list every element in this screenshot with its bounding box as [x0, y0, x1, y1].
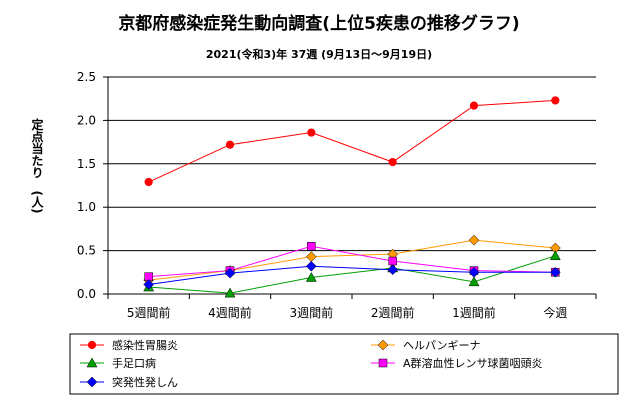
x-tick-label: 2週間前	[371, 305, 415, 320]
x-tick-label: 4週間前	[208, 305, 252, 320]
data-point	[549, 266, 561, 278]
y-tick-label: 0.0	[77, 287, 96, 301]
data-point	[305, 271, 317, 282]
legend-label: A群溶血性レンサ球菌咽頭炎	[403, 356, 543, 370]
series-line	[148, 245, 556, 278]
y-tick-label: 2.0	[77, 113, 96, 127]
data-point	[307, 242, 316, 251]
x-tick-label: 3週間前	[290, 305, 334, 320]
series-line	[148, 99, 556, 183]
data-point	[224, 267, 236, 279]
y-tick-label: 1.5	[77, 157, 96, 171]
data-point	[388, 256, 397, 266]
chart-subtitle: 2021(令和3)年 37週 (9月13日～9月19日)	[206, 47, 432, 61]
y-tick-label: 0.5	[77, 244, 96, 258]
axes: 0.0 0.5 1.0 1.5 2.0 2.5 5週間前 4週間前 3週間前 2週間前 1週間前 今週	[77, 70, 597, 320]
data-point	[469, 101, 479, 110]
y-axis-label: 定点当たり (人)	[30, 117, 44, 213]
legend-swatch-marker	[378, 358, 388, 368]
series-lines	[148, 99, 556, 294]
legend-label: 感染性胃腸炎	[112, 338, 178, 352]
data-point	[388, 157, 397, 167]
series-line	[148, 239, 556, 281]
legend-label: 手足口病	[112, 356, 156, 370]
data-point	[144, 177, 153, 187]
legend-swatch-marker	[87, 340, 97, 350]
data-point	[551, 96, 560, 105]
legend-label: ヘルパンギーナ	[403, 339, 481, 352]
data-point	[225, 140, 235, 149]
data-point	[468, 266, 480, 278]
legend-box	[69, 333, 619, 395]
y-tick-label: 2.5	[77, 70, 96, 84]
data-point	[387, 264, 399, 276]
data-point	[305, 260, 317, 272]
x-tick-label: 5週間前	[127, 305, 171, 320]
series-line	[148, 265, 556, 285]
y-tick-label: 1.0	[77, 200, 96, 214]
series-markers	[143, 96, 561, 298]
legend-swatch-marker	[86, 357, 98, 368]
data-point	[305, 251, 317, 263]
grid	[108, 76, 596, 252]
data-point	[468, 234, 480, 246]
data-point	[549, 250, 561, 261]
data-point	[143, 279, 155, 290]
series-line	[148, 255, 556, 294]
data-point	[468, 276, 480, 287]
legend-label: 突発性発しん	[112, 375, 178, 389]
x-tick-label: 今週	[543, 305, 567, 320]
chart-title: 京都府感染症発生動向調査(上位5疾患の推移グラフ)	[118, 13, 519, 34]
x-tick-label: 1週間前	[452, 305, 496, 320]
legend-swatch-marker	[86, 376, 98, 388]
data-point	[307, 128, 316, 137]
data-point	[224, 287, 236, 298]
legend-swatch-marker	[377, 339, 389, 351]
